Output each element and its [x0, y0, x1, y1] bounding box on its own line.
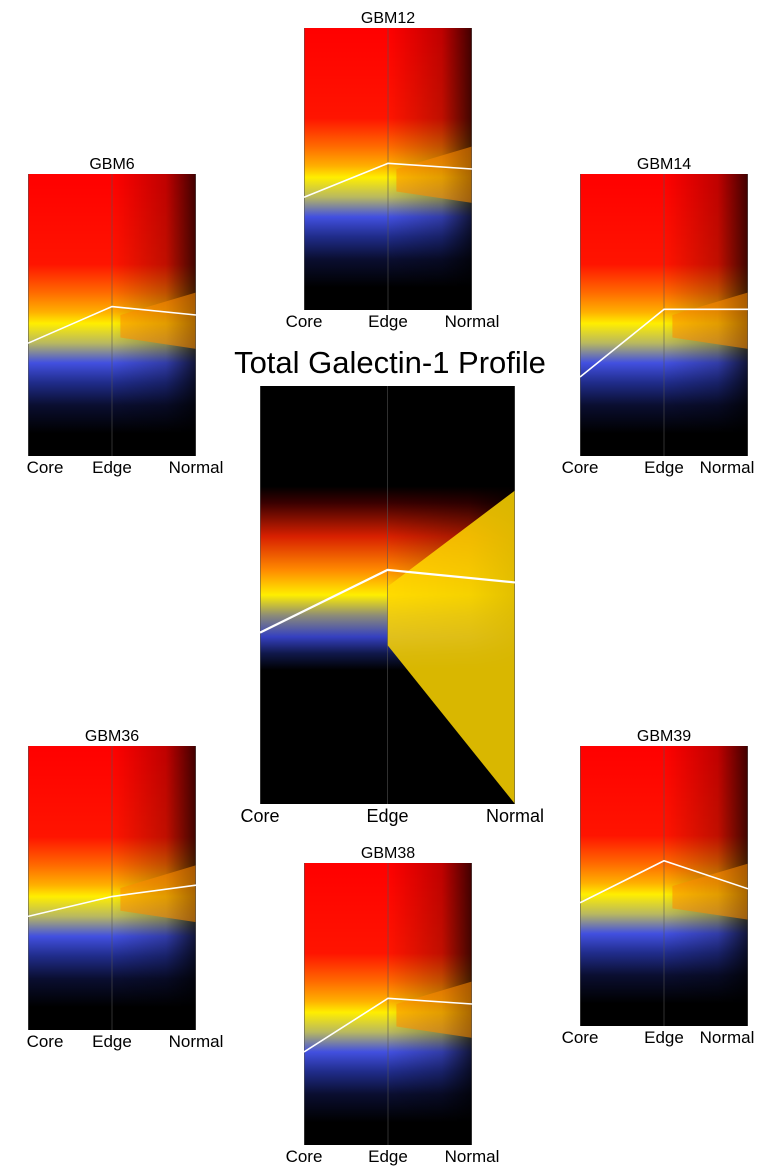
mean-profile-line	[28, 305, 196, 344]
mean-profile-line	[304, 162, 472, 198]
mean-profile-line	[304, 997, 472, 1053]
profile-plot-total	[260, 386, 515, 804]
normal-convergence	[120, 865, 196, 923]
category-label-normal: Normal	[168, 1032, 224, 1051]
category-label-edge: Edge	[368, 312, 408, 331]
normal-convergence	[672, 292, 748, 349]
category-label-edge: Edge	[368, 1147, 408, 1166]
category-label-core: Core	[285, 1147, 323, 1166]
category-label-normal: Normal	[444, 312, 500, 331]
figure-title: Total Galectin-1 Profile	[234, 345, 546, 380]
category-label-core: Core	[240, 806, 280, 826]
mean-profile-line	[260, 568, 515, 634]
panel-title: GBM6	[89, 156, 135, 173]
category-label-core: Core	[561, 458, 599, 477]
profile-plot-gbm38	[304, 863, 472, 1145]
profile-plot-gbm6	[28, 174, 196, 456]
category-label-normal: Normal	[699, 458, 755, 477]
normal-fan	[387, 490, 515, 804]
category-label-edge: Edge	[366, 806, 409, 826]
category-label-core: Core	[561, 1028, 599, 1047]
normal-convergence	[120, 292, 196, 349]
panel-title: GBM38	[360, 845, 416, 862]
category-label-core: Core	[26, 1032, 64, 1051]
category-label-normal: Normal	[699, 1028, 755, 1047]
category-label-normal: Normal	[168, 458, 224, 477]
mean-profile-line	[28, 884, 196, 918]
category-label-edge: Edge	[92, 458, 132, 477]
normal-convergence	[396, 981, 472, 1038]
category-label-edge: Edge	[644, 1028, 684, 1047]
normal-convergence	[396, 146, 472, 203]
profile-plot-gbm36	[28, 746, 196, 1030]
profile-plot-gbm14	[580, 174, 748, 456]
panel-title: GBM36	[84, 728, 140, 745]
category-label-edge: Edge	[644, 458, 684, 477]
profile-plot-gbm39	[580, 746, 748, 1026]
category-label-normal: Normal	[485, 806, 544, 826]
category-label-edge: Edge	[92, 1032, 132, 1051]
panel-title: GBM12	[360, 10, 416, 27]
category-label-core: Core	[26, 458, 64, 477]
panel-title: GBM14	[636, 156, 692, 173]
category-label-core: Core	[285, 312, 323, 331]
profile-plot-gbm12	[304, 28, 472, 310]
mean-profile-line	[580, 859, 748, 904]
mean-profile-line	[580, 308, 748, 378]
panel-title: GBM39	[636, 728, 692, 745]
normal-convergence	[672, 863, 748, 920]
category-label-normal: Normal	[444, 1147, 500, 1166]
